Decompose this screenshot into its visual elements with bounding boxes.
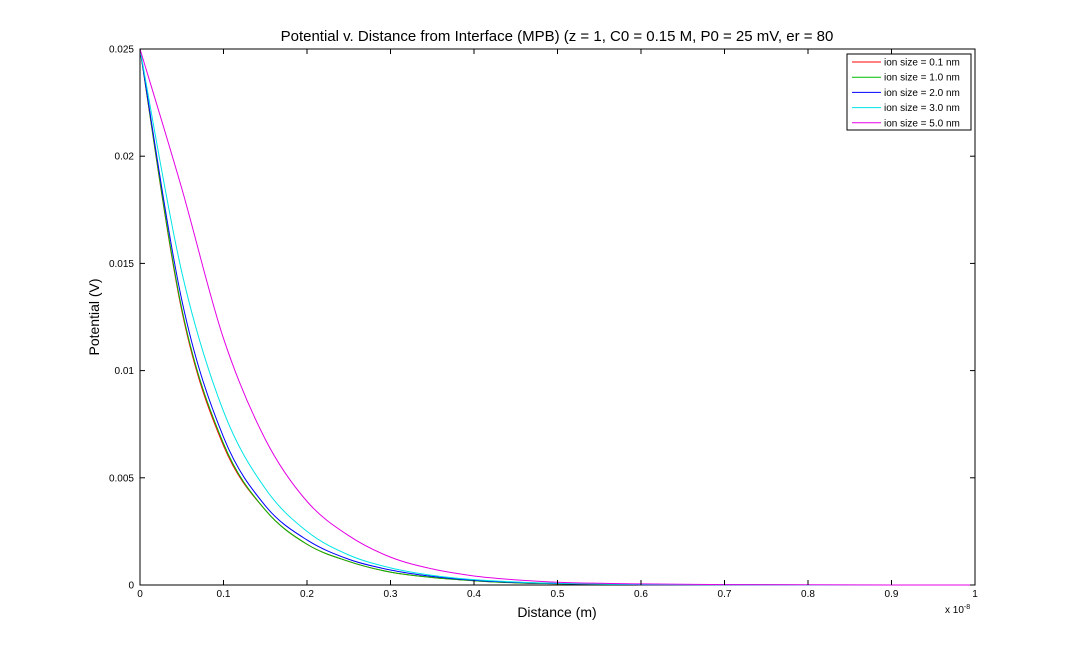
y-tick-label: 0.015 (109, 259, 134, 270)
x-tick-label: 0.8 (801, 589, 815, 600)
curves-group (139, 48, 976, 586)
legend-label: ion size = 3.0 nm (884, 103, 960, 114)
x-tick-label: 0.6 (634, 589, 648, 600)
x-tick-label: 0.3 (384, 589, 398, 600)
x-tick-label: 0.1 (217, 589, 231, 600)
legend-label: ion size = 0.1 nm (884, 58, 960, 69)
x-tick-label: 1 (972, 589, 978, 600)
plot-frame (139, 48, 976, 586)
tick-labels-group: 0 0.1 0.2 0.3 0.4 0.5 0.6 0.7 0.8 0.9 1 0 0.005 0.01 0… (109, 45, 978, 601)
x-tick-label: 0.2 (300, 589, 314, 600)
x-tick-label: 0 (137, 589, 143, 600)
legend-label: ion size = 1.0 nm (884, 73, 960, 84)
y-tick-label: 0.02 (115, 152, 135, 163)
x-tick-label: 0.7 (718, 589, 732, 600)
x-tick-label: 0.4 (467, 589, 481, 600)
series-line-5 (139, 48, 976, 586)
legend: ion size = 0.1 nm ion size = 1.0 nm ion si… (846, 53, 972, 131)
legend-label: ion size = 2.0 nm (884, 88, 960, 99)
y-tick-label: 0.005 (109, 473, 134, 484)
y-axis-label: Potential (V) (86, 278, 102, 355)
x-axis-multiplier: x 10-8 (945, 604, 970, 616)
y-tick-label: 0 (128, 581, 134, 592)
ticks-group (139, 48, 976, 586)
x-tick-label: 0.5 (551, 589, 565, 600)
y-tick-label: 0.025 (109, 45, 134, 56)
x-axis-label: Distance (m) (517, 604, 596, 620)
y-tick-label: 0.01 (115, 366, 135, 377)
x-tick-label: 0.9 (885, 589, 899, 600)
chart-title: Potential v. Distance from Interface (MP… (281, 28, 834, 45)
legend-label: ion size = 5.0 nm (884, 118, 960, 129)
